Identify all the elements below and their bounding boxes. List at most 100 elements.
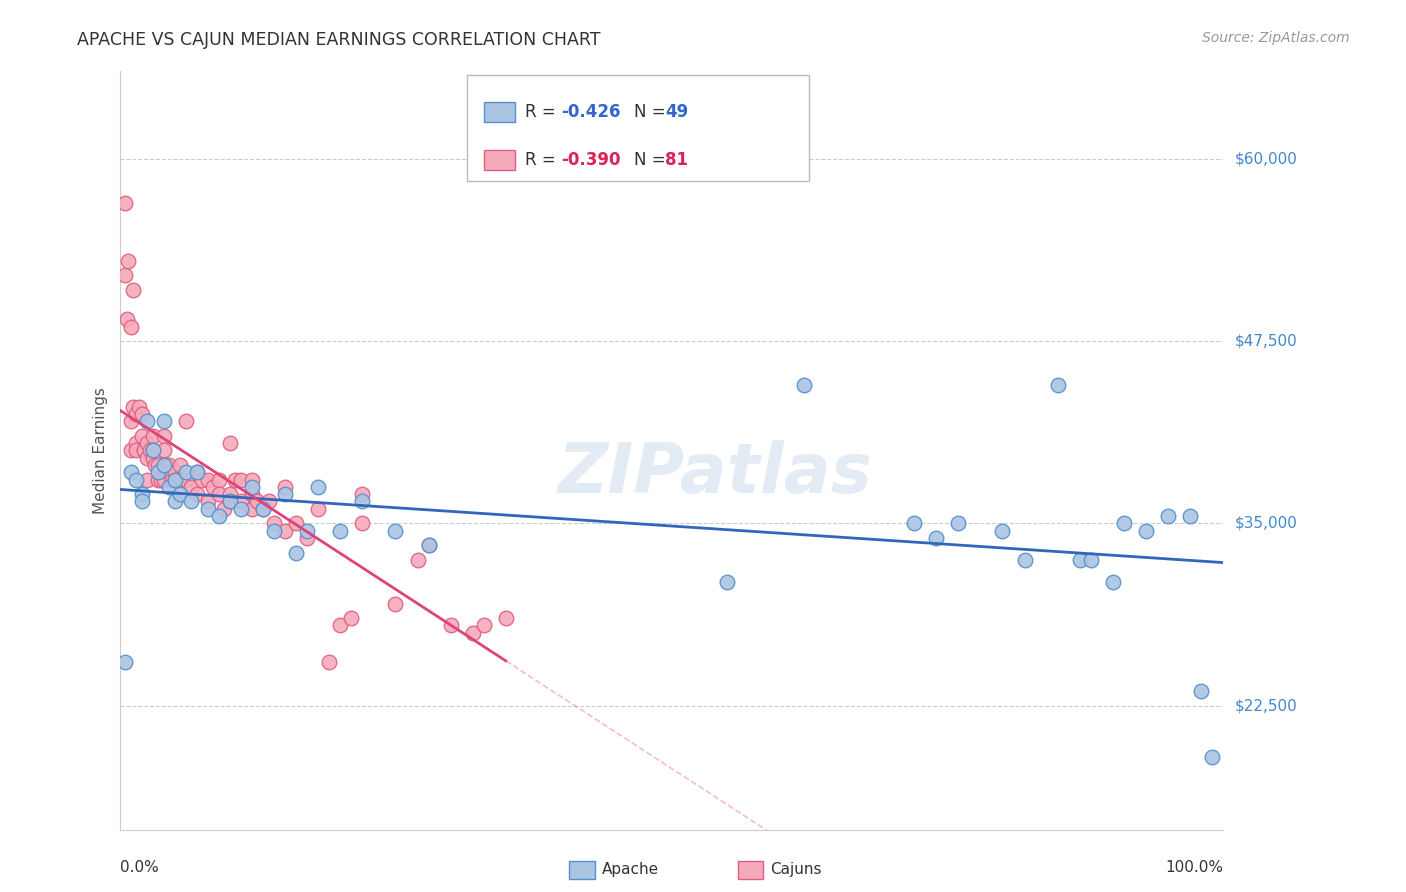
Point [152, 414, 174, 428]
Point [169, 487, 191, 501]
Point [229, 501, 252, 516]
Point [125, 407, 148, 421]
Point [461, 625, 484, 640]
Point [117, 253, 139, 268]
Point [197, 494, 219, 508]
Point [162, 473, 184, 487]
Text: Apache: Apache [602, 863, 659, 877]
Point [991, 524, 1014, 538]
Point [174, 473, 197, 487]
Point [285, 545, 308, 559]
Point [186, 487, 208, 501]
Point [120, 414, 142, 428]
Text: N =: N = [634, 151, 672, 169]
Point [157, 480, 180, 494]
Point [1069, 553, 1091, 567]
Point [384, 597, 406, 611]
Point [948, 516, 970, 531]
Point [132, 443, 155, 458]
Point [224, 473, 246, 487]
Point [146, 473, 169, 487]
Point [295, 524, 318, 538]
Point [1201, 749, 1223, 764]
Point [146, 458, 169, 472]
Point [169, 458, 191, 472]
Text: R =: R = [524, 103, 561, 121]
Point [114, 268, 136, 283]
Point [903, 516, 925, 531]
Point [1014, 553, 1036, 567]
Point [418, 538, 440, 552]
Point [1178, 509, 1201, 524]
Point [114, 195, 136, 210]
Text: $47,500: $47,500 [1234, 334, 1298, 349]
Point [1157, 509, 1180, 524]
Point [125, 436, 148, 450]
Point [329, 618, 352, 632]
Point [208, 487, 231, 501]
Text: 81: 81 [665, 151, 689, 169]
Point [285, 516, 308, 531]
Point [142, 450, 165, 465]
Point [495, 611, 517, 625]
Point [340, 611, 363, 625]
Point [208, 473, 231, 487]
Point [202, 480, 225, 494]
Point [1135, 524, 1157, 538]
Point [163, 473, 186, 487]
Point [1080, 553, 1102, 567]
Point [219, 494, 242, 508]
Point [128, 400, 150, 414]
Text: -0.426: -0.426 [561, 103, 621, 121]
Point [132, 443, 155, 458]
Point [274, 480, 297, 494]
Point [121, 283, 143, 297]
Text: $60,000: $60,000 [1234, 152, 1298, 166]
Point [219, 494, 242, 508]
Point [252, 501, 274, 516]
Point [146, 466, 169, 480]
Point [186, 466, 208, 480]
Point [240, 473, 263, 487]
Point [352, 516, 374, 531]
Point [174, 414, 197, 428]
Point [352, 487, 374, 501]
Point [186, 466, 208, 480]
Text: Cajuns: Cajuns [770, 863, 823, 877]
Point [120, 466, 142, 480]
Point [174, 466, 197, 480]
Text: $22,500: $22,500 [1234, 698, 1298, 713]
Point [214, 501, 236, 516]
Point [163, 473, 186, 487]
Text: ZIPatlas: ZIPatlas [558, 440, 873, 507]
Text: $35,000: $35,000 [1234, 516, 1298, 531]
Point [1189, 684, 1212, 698]
Text: 100.0%: 100.0% [1166, 860, 1223, 875]
Point [240, 501, 263, 516]
Point [263, 516, 285, 531]
Point [152, 443, 174, 458]
Point [197, 473, 219, 487]
Point [318, 655, 340, 669]
Point [120, 443, 142, 458]
Point [142, 443, 165, 458]
Point [240, 487, 263, 501]
Point [121, 400, 143, 414]
Point [793, 377, 815, 392]
Point [472, 618, 495, 632]
Point [180, 480, 202, 494]
Point [136, 436, 159, 450]
Point [246, 494, 269, 508]
Point [143, 458, 166, 472]
Point [136, 473, 159, 487]
Point [274, 487, 297, 501]
Point [114, 655, 136, 669]
Point [295, 531, 318, 545]
Point [180, 494, 202, 508]
Point [136, 450, 159, 465]
Text: -0.390: -0.390 [561, 151, 621, 169]
Point [131, 494, 153, 508]
Point [1046, 377, 1069, 392]
Point [352, 494, 374, 508]
Point [120, 319, 142, 334]
